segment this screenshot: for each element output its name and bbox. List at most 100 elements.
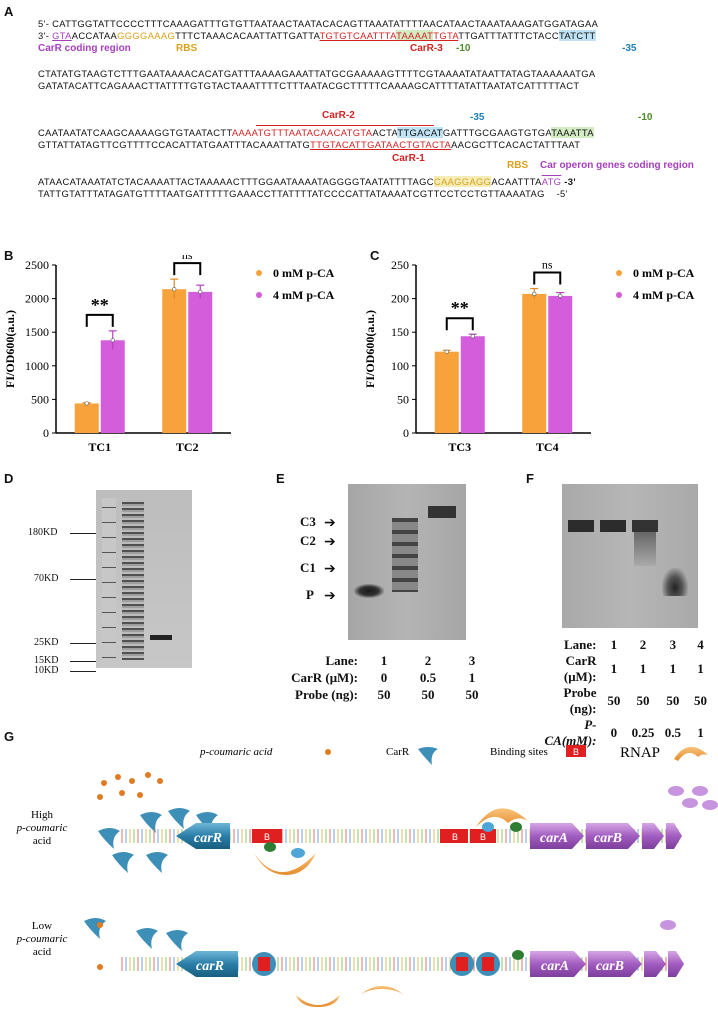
- cell: 3: [468, 652, 476, 668]
- y-tick-label: 500: [31, 392, 49, 406]
- carA-gene-high: [530, 823, 584, 849]
- purified-carR-band: [150, 635, 172, 640]
- carR-protein-icon: [418, 747, 438, 765]
- panel-label-c: C: [370, 248, 380, 263]
- rnap-icon: [674, 746, 708, 761]
- label-carR2: CarR-2: [322, 110, 355, 121]
- significance-bracket: [533, 271, 562, 285]
- cell: 1: [697, 661, 704, 676]
- row-label: Probe (ng):: [563, 685, 597, 716]
- data-point: [84, 401, 89, 406]
- legend-pca-text: p-coumaric acid: [199, 746, 273, 758]
- legend-marker: [616, 270, 622, 276]
- marker-10kd: 10KD: [34, 665, 59, 676]
- arrow-icon: ➔: [324, 589, 336, 604]
- marker-lane: [102, 498, 116, 658]
- y-tick-label: 1000: [25, 359, 49, 373]
- cell: 1: [697, 725, 704, 740]
- data-point: [198, 289, 203, 294]
- significance-bracket: [445, 317, 474, 331]
- low-label-2: p-coumaric: [16, 933, 68, 945]
- carR-start-codon: GTA: [52, 30, 72, 41]
- low-label-3: acid: [33, 946, 52, 958]
- cell: 1: [380, 652, 388, 668]
- y-tick-label: 1500: [25, 325, 49, 339]
- carR-gene-label-low: carR: [196, 959, 224, 974]
- cell: 1: [669, 661, 677, 676]
- carB-gene-label-low: carB: [596, 959, 624, 974]
- y-axis-label: FI/OD600(a.u.): [363, 310, 377, 388]
- arrow-icon: ➔: [324, 516, 336, 531]
- marker-15kd: 15KD: [34, 655, 59, 666]
- minus10-marker: [264, 842, 276, 852]
- arrow-icon: ➔: [324, 535, 336, 550]
- band-label-c2: C2: [300, 533, 316, 548]
- carB-gene-high: [586, 823, 640, 849]
- minus35-marker: [482, 822, 494, 832]
- cell: 1: [468, 669, 476, 685]
- seq-line-3: CTATATGTAAGTCTTTGAATAAAACACATGATTTAAAAGA…: [38, 68, 596, 79]
- carR-free-high: [98, 808, 218, 873]
- panel-label-f: F: [526, 471, 534, 486]
- high-label-1: High: [31, 809, 54, 821]
- y-tick-label: 250: [391, 258, 409, 272]
- strand-5prime-end: -5': [556, 188, 568, 199]
- row-label: CarR (μM):: [291, 669, 358, 685]
- label-carR-coding-region: CarR coding region: [38, 43, 131, 54]
- marker-180kd: 180KD: [28, 527, 58, 538]
- cell: 0.5: [419, 669, 437, 685]
- carA-gene-label-low: carA: [541, 959, 569, 974]
- seq-text: GATTTGCGAAGTGTGA: [442, 127, 552, 138]
- marker-line: [70, 643, 96, 644]
- significance-bracket: [173, 262, 202, 276]
- binding-letter: B: [264, 832, 270, 842]
- car-enzymes-high: [668, 786, 718, 810]
- row-label: Lane:: [325, 652, 359, 668]
- seq-line-8: TATTGTATTTATAGATGTTTTAATGATTTTTGAAACCTTA…: [38, 188, 568, 200]
- high-label-2: p-coumaric: [16, 822, 68, 834]
- seq-text: ATAACATAAATATCTACAAAATTACTAAAAACTTTGGAAT…: [38, 176, 434, 187]
- data-point: [444, 349, 449, 354]
- marker-25kd: 25KD: [34, 637, 59, 648]
- rnap-bound-high-2: [476, 808, 528, 827]
- y-tick-label: 200: [391, 292, 409, 306]
- cell: 1: [610, 636, 618, 652]
- cell: 50: [694, 693, 708, 708]
- carA-gene-label-high: carA: [540, 831, 568, 846]
- data-point: [172, 287, 177, 292]
- seq-text: CAATAATATCAAGCAAAAGGTGTAATACTT: [38, 127, 232, 138]
- carR2-site: AAAATGTTTAATACAACATGTA: [231, 127, 373, 138]
- label-minus10-b: -10: [638, 112, 653, 123]
- pca-icon: [325, 749, 331, 755]
- legend-marker: [256, 270, 262, 276]
- lane3-smear: [634, 532, 656, 566]
- carR-bound-low-2: [450, 952, 500, 976]
- cell: 4: [697, 636, 704, 652]
- rnap-free-low-1: [296, 995, 340, 1007]
- data-point: [532, 291, 537, 296]
- cell: 50: [377, 686, 391, 702]
- legend-label: 0 mM p-CA: [273, 266, 335, 280]
- seq-text: GTTATTATAGTTCGTTTTCCACATTATGAATTTACAAATT…: [38, 139, 311, 150]
- legend-binding-text: Binding sites: [490, 746, 548, 758]
- sds-page-gel: [96, 490, 192, 668]
- cell: 50: [421, 686, 435, 702]
- y-axis-label: FI/OD600(a.u.): [3, 310, 17, 388]
- chart-b: 0 500 1000 1500 2000 2500 FI/OD600(a.u.) TC1 TC2…: [3, 255, 335, 454]
- seq-text: AACGCTTCACACTATTTAAT: [451, 139, 581, 150]
- seq-line-2: 3'- GTAACCATAAGGGGAAAGTTTCTAAACACAATTATT…: [38, 30, 596, 42]
- rnap-free-low-2: [360, 986, 404, 995]
- seq-text: ACAATTTA: [491, 176, 542, 187]
- seq-line-4: GATATACATTCAGAAACTTATTTTGTGTACTAAATTTTCT…: [38, 80, 580, 91]
- carR-gene-label-high: carR: [194, 831, 222, 846]
- marker-line: [70, 661, 96, 662]
- significance-label: **: [91, 295, 109, 315]
- strand-3prime-end: -3': [564, 176, 576, 187]
- y-tick-label: 0: [43, 426, 49, 440]
- binding-letter: B: [480, 832, 486, 842]
- minus10-marker: [510, 822, 522, 832]
- band-label-p: P: [306, 587, 314, 602]
- downstream-gene: [666, 823, 682, 849]
- pca-icon: [97, 964, 103, 970]
- significance-bracket: [85, 313, 114, 327]
